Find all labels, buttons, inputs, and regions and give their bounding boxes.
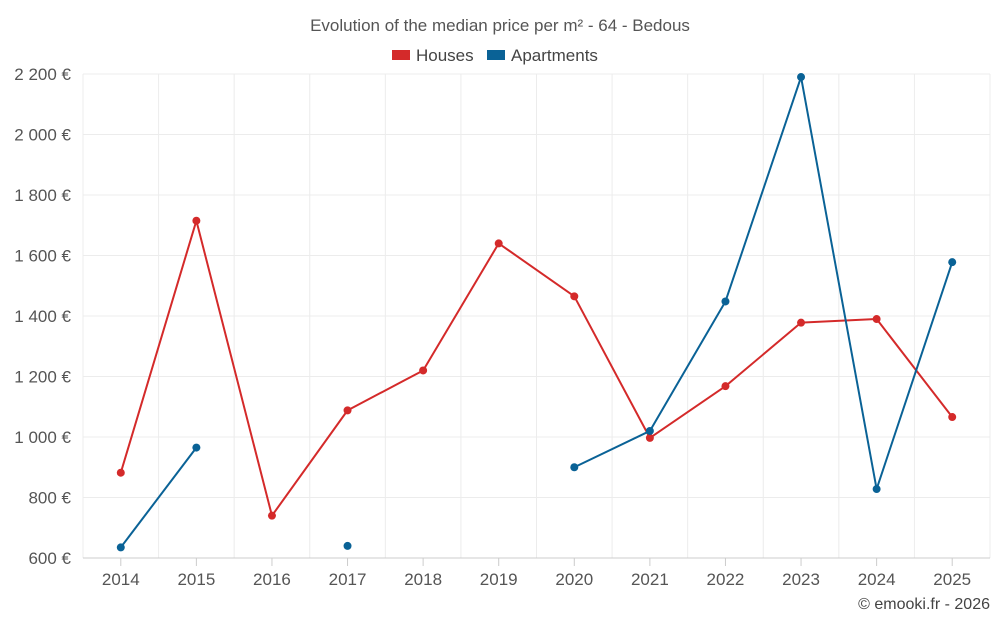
data-point-apartments-2023[interactable] [797,73,806,82]
y-tick-label: 1 400 € [14,307,71,326]
data-point-houses-2020[interactable] [570,292,579,301]
data-point-apartments-2022[interactable] [721,297,730,306]
y-tick-label: 1 600 € [14,247,71,266]
data-point-apartments-2020[interactable] [570,463,579,472]
data-point-apartments-2017[interactable] [343,541,352,550]
data-point-houses-2016[interactable] [267,511,276,520]
data-point-apartments-2015[interactable] [192,443,201,452]
series-houses [116,216,957,520]
x-tick-label: 2018 [404,570,442,589]
y-tick-label: 1 000 € [14,428,71,447]
data-point-houses-2025[interactable] [948,413,957,422]
x-tick-label: 2015 [177,570,215,589]
y-tick-label: 1 800 € [14,186,71,205]
x-tick-label: 2022 [707,570,745,589]
data-point-houses-2024[interactable] [872,315,881,324]
chart-credit: © emooki.fr - 2026 [858,596,990,613]
legend-swatch-apartments [487,50,505,60]
chart-title: Evolution of the median price per m² - 6… [310,16,690,35]
data-point-houses-2014[interactable] [116,468,125,477]
data-point-apartments-2014[interactable] [116,543,125,552]
x-tick-label: 2017 [329,570,367,589]
legend-label-apartments: Apartments [511,46,598,65]
series-line-apartments [573,76,954,491]
x-tick-label: 2014 [102,570,140,589]
legend-swatch-houses [392,50,410,60]
x-grid [82,74,991,558]
data-point-houses-2023[interactable] [797,318,806,327]
data-point-houses-2018[interactable] [419,366,428,375]
x-tick-label: 2021 [631,570,669,589]
series-apartments [116,73,957,552]
x-tick-label: 2019 [480,570,518,589]
series-line-houses [119,219,954,517]
series-line-apartments [119,446,198,549]
x-tick-label: 2020 [555,570,593,589]
legend: Houses Apartments [392,46,598,65]
y-tick-label: 600 € [28,549,71,568]
y-tick-label: 2 000 € [14,126,71,145]
data-point-apartments-2025[interactable] [948,258,957,267]
legend-label-houses: Houses [416,46,474,65]
y-tick-label: 800 € [28,489,71,508]
data-point-apartments-2021[interactable] [645,426,654,435]
data-point-houses-2015[interactable] [192,216,201,225]
data-point-houses-2019[interactable] [494,239,503,248]
data-point-houses-2017[interactable] [343,406,352,415]
data-point-apartments-2024[interactable] [872,485,881,494]
data-point-houses-2021[interactable] [645,433,654,442]
x-axis: 2014 2015 2016 2017 2018 2019 2020 2021 2022 2023… [83,557,990,589]
legend-item-houses[interactable]: Houses [392,46,474,65]
y-tick-label: 1 200 € [14,368,71,387]
series-layer [116,73,957,552]
x-tick-label: 2024 [858,570,896,589]
y-axis: 600 € 800 € 1 000 € 1 200 € 1 400 € 1 600 € 1 … [14,65,71,568]
x-tick-label: 2016 [253,570,291,589]
x-tick-label: 2023 [782,570,820,589]
y-tick-label: 2 200 € [14,65,71,84]
data-point-houses-2022[interactable] [721,382,730,391]
legend-item-apartments[interactable]: Apartments [487,46,598,65]
x-tick-label: 2025 [933,570,971,589]
